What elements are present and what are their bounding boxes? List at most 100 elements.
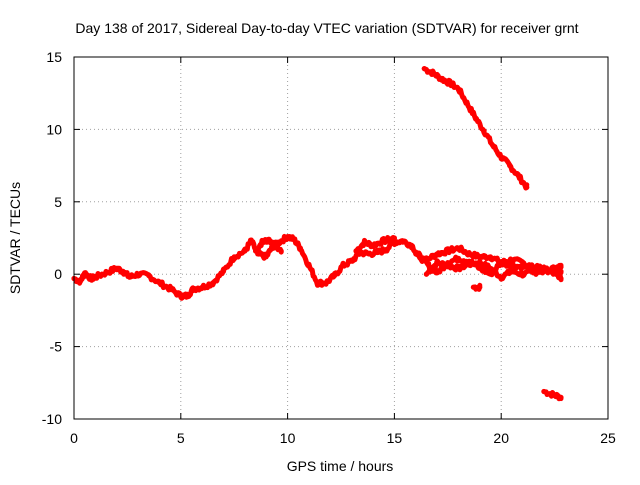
data-point: [509, 257, 515, 263]
data-point: [447, 80, 453, 86]
data-point: [272, 242, 278, 248]
data-point: [558, 264, 564, 270]
data-point: [455, 245, 462, 251]
data-point: [487, 265, 494, 271]
y-tick-label: -5: [50, 339, 63, 355]
data-point: [470, 284, 476, 290]
data-point: [541, 388, 547, 395]
x-tick-label: 15: [387, 430, 403, 446]
data-point: [541, 267, 547, 273]
data-point: [291, 236, 297, 242]
series-line: [421, 66, 530, 191]
data-point: [477, 254, 483, 260]
y-tick-label: -10: [42, 411, 62, 427]
data-point: [349, 258, 355, 264]
data-point: [353, 248, 359, 254]
data-point: [231, 254, 237, 260]
data-point: [430, 70, 436, 76]
data-point: [466, 251, 472, 257]
data-point: [191, 286, 197, 292]
data-point: [455, 265, 462, 271]
data-point: [314, 280, 321, 286]
x-tick-label: 0: [70, 430, 78, 446]
data-point: [323, 280, 329, 286]
data-point: [498, 154, 504, 160]
series-secondary-trace-b: [353, 235, 397, 254]
data-point: [178, 293, 184, 299]
data-point: [509, 268, 515, 274]
data-point: [263, 254, 269, 260]
data-point: [464, 100, 470, 106]
data-point: [285, 234, 291, 240]
data-point: [477, 260, 483, 266]
data-point: [498, 260, 504, 266]
data-point: [381, 238, 387, 244]
data-point: [421, 66, 427, 72]
series-secondary-trace-a: [253, 236, 284, 255]
data-layer: [71, 66, 564, 402]
data-point: [477, 284, 483, 290]
data-point: [146, 273, 152, 279]
data-point: [242, 248, 248, 254]
data-point: [92, 274, 98, 280]
data-point: [199, 284, 205, 290]
y-tick-label: 15: [46, 49, 62, 65]
data-point: [434, 260, 440, 266]
data-point: [445, 262, 451, 269]
data-point: [507, 163, 513, 169]
y-tick-label: 0: [54, 266, 62, 282]
data-point: [434, 251, 440, 257]
data-point: [423, 257, 429, 263]
series-secondary-trace-d: [423, 258, 564, 283]
data-point: [413, 251, 419, 257]
data-point: [340, 262, 346, 269]
x-tick-label: 20: [493, 430, 509, 446]
data-point: [361, 239, 368, 245]
y-tick-label: 10: [46, 121, 62, 137]
data-point: [455, 255, 462, 261]
data-point: [509, 262, 515, 269]
data-point: [524, 184, 530, 190]
data-point: [366, 251, 372, 257]
data-point: [520, 260, 526, 266]
data-point: [383, 247, 389, 253]
series-isolated-segment-upper: [470, 282, 483, 292]
data-point: [265, 236, 271, 242]
data-point: [498, 274, 504, 280]
data-point: [490, 142, 496, 148]
tick-layer: 0 5 10 15 20 25 -10 -5 0 5 10 15: [42, 49, 616, 446]
data-point: [278, 248, 284, 254]
data-point: [167, 286, 173, 292]
data-point: [210, 280, 216, 286]
data-point: [297, 245, 303, 251]
data-point: [88, 275, 94, 282]
data-point: [248, 238, 254, 244]
grid-layer: [74, 57, 608, 419]
series-main-trace: [71, 233, 564, 301]
data-point: [332, 273, 338, 279]
data-point: [558, 275, 564, 282]
y-tick-label: 5: [54, 194, 62, 210]
data-point: [530, 270, 536, 276]
data-point: [549, 391, 556, 397]
data-point: [445, 248, 451, 254]
data-point: [82, 270, 88, 276]
data-point: [438, 76, 444, 82]
data-point: [455, 86, 462, 92]
data-point: [466, 261, 472, 267]
data-point: [156, 280, 162, 286]
data-point: [374, 249, 380, 256]
data-point: [487, 254, 494, 260]
data-point: [114, 265, 120, 271]
data-point: [552, 268, 558, 274]
data-point: [103, 270, 109, 276]
data-point: [515, 173, 521, 179]
data-point: [77, 278, 83, 284]
data-point: [481, 128, 487, 134]
x-tick-label: 5: [177, 430, 185, 446]
data-point: [473, 115, 479, 121]
plot-frame: [73, 56, 609, 420]
data-point: [120, 268, 126, 274]
